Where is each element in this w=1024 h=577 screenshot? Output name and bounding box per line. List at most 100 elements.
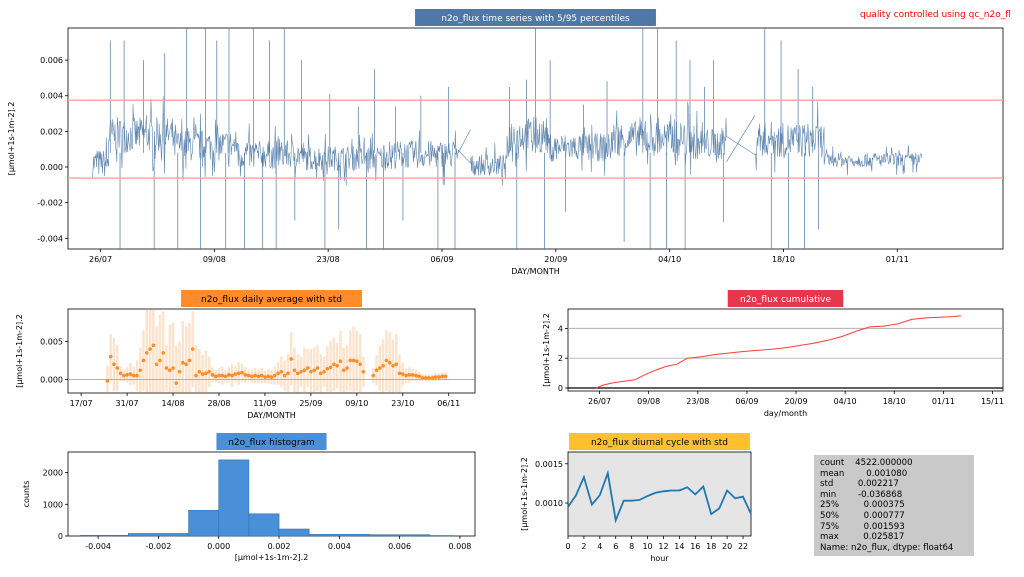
daily-ylabel: [μmol+1s-1m-2].2 xyxy=(15,314,24,388)
daily-point xyxy=(115,366,120,370)
daily-ytick-label: 0.005 xyxy=(40,338,63,347)
daily-point xyxy=(181,360,185,365)
histogram-ytick-label: 0 xyxy=(58,532,63,541)
cumulative-ylabel: [μmol+1s-1m-2].2 xyxy=(542,313,551,387)
daily-point xyxy=(286,371,290,376)
timeseries-xtick-label: 18/10 xyxy=(772,255,795,264)
histogram-xtick-label: 0.002 xyxy=(268,542,291,551)
daily-point xyxy=(338,359,343,364)
daily-point xyxy=(148,347,152,351)
stats-line-25: 25% 0.000375 xyxy=(820,500,905,511)
daily-point xyxy=(154,362,159,367)
daily-point xyxy=(430,376,435,380)
stats-line-min: min -0.036868 xyxy=(820,489,903,500)
daily-xlabel: DAY/MONTH xyxy=(247,411,296,420)
daily-point xyxy=(417,374,422,379)
diurnal-xtick-label: 18 xyxy=(706,542,716,551)
cumulative-xtick-label: 09/08 xyxy=(637,397,660,406)
cumulative-xtick-label: 06/09 xyxy=(735,397,758,406)
histogram-bar xyxy=(79,535,129,537)
daily-point xyxy=(250,374,254,379)
timeseries-ytick-label: -0.004 xyxy=(37,234,63,243)
daily-point xyxy=(131,373,136,378)
diurnal-xtick-label: 10 xyxy=(642,542,652,551)
daily-point xyxy=(407,373,412,377)
daily-point xyxy=(197,370,202,374)
daily-title-bg xyxy=(181,290,362,307)
stats-line-mean: mean 0.001080 xyxy=(820,468,908,479)
histogram-bar xyxy=(127,533,189,537)
daily-point xyxy=(427,376,431,380)
daily-point xyxy=(263,375,267,379)
timeseries-xtick-label: 06/09 xyxy=(430,255,453,264)
daily-xtick-label: 23/10 xyxy=(391,399,414,408)
cumulative-title-bg xyxy=(727,290,844,307)
diurnal-ylabel: [μmol+1s-1m-2].2 xyxy=(520,457,529,531)
diurnal-ytick-label: 0.0015 xyxy=(535,460,563,469)
timeseries-xtick-label: 01/11 xyxy=(886,255,909,264)
daily-xtick-label: 11/09 xyxy=(253,399,276,408)
stats-line-dtype: Name: n2o_flux, dtype: float64 xyxy=(820,542,954,553)
daily-point xyxy=(345,366,349,370)
timeseries-title-bg xyxy=(415,9,656,26)
daily-point xyxy=(108,354,113,359)
daily-point xyxy=(335,363,339,368)
stats-line-max: max 0.025817 xyxy=(820,532,905,543)
histogram-ytick-label: 1000 xyxy=(43,500,63,509)
histogram-title-bg xyxy=(216,433,327,450)
histogram-xtick-label: 0.008 xyxy=(448,542,471,551)
cumulative-title: n2o_flux cumulative xyxy=(727,290,844,307)
daily-point xyxy=(437,375,441,379)
diurnal-plot-area xyxy=(567,451,752,537)
daily-point xyxy=(433,375,438,379)
daily-point xyxy=(112,362,116,367)
daily-point xyxy=(312,368,316,373)
daily-point xyxy=(135,373,139,378)
daily-point xyxy=(204,371,208,376)
timeseries-gap-line xyxy=(726,115,756,162)
daily-xtick-label: 14/08 xyxy=(162,399,185,408)
daily-point xyxy=(410,373,415,377)
daily-point xyxy=(309,370,313,374)
daily-point xyxy=(420,376,425,380)
histogram-bar xyxy=(218,459,250,537)
histogram-title-text: n2o_flux histogram xyxy=(228,438,315,448)
timeseries-xlabel: DAY/MONTH xyxy=(511,267,560,276)
daily-point xyxy=(266,374,271,379)
daily-point xyxy=(213,374,218,379)
diurnal-xtick-label: 6 xyxy=(613,542,618,551)
daily-point xyxy=(236,371,241,376)
cumulative-xtick-label: 20/09 xyxy=(784,397,807,406)
timeseries-xtick-label: 04/10 xyxy=(658,255,681,264)
daily-point xyxy=(269,375,274,379)
daily-point xyxy=(227,373,231,377)
daily-xtick-label: 25/09 xyxy=(299,399,322,408)
histogram-title: n2o_flux histogram xyxy=(216,433,327,450)
daily-ytick-label: 0.000 xyxy=(40,375,63,384)
timeseries-xtick-label: 20/09 xyxy=(544,255,567,264)
daily-point xyxy=(223,374,228,379)
timeseries-title: n2o_flux time series with 5/95 percentil… xyxy=(415,9,656,26)
daily-point xyxy=(243,373,248,377)
daily-point xyxy=(318,371,323,376)
cumulative-title-text: n2o_flux cumulative xyxy=(740,295,831,305)
cumulative-xlabel: day/month xyxy=(764,409,807,418)
diurnal-xtick-label: 8 xyxy=(629,542,634,551)
histogram-bar xyxy=(248,513,280,537)
histogram-xtick-label: -0.004 xyxy=(85,542,111,551)
daily-point xyxy=(279,370,284,374)
timeseries-xtick-label: 23/08 xyxy=(317,255,340,264)
diurnal-xtick-label: 20 xyxy=(722,542,732,551)
daily-point xyxy=(443,374,448,379)
histogram-bar xyxy=(188,510,220,537)
daily-xtick-label: 31/07 xyxy=(116,399,139,408)
cumulative-xtick-label: 18/10 xyxy=(883,397,906,406)
cumulative-line xyxy=(595,315,961,389)
daily-point xyxy=(404,373,408,378)
daily-point xyxy=(299,370,303,374)
diurnal-title-text: n2o_flux diurnal cycle with std xyxy=(591,438,728,448)
daily-point xyxy=(282,373,287,378)
daily-point xyxy=(161,351,165,355)
daily-point xyxy=(158,358,162,363)
